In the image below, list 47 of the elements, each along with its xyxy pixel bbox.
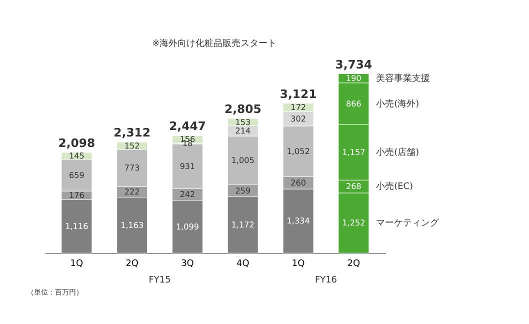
data-label: 259 (235, 186, 251, 196)
series-label: 小売(店舗) (376, 146, 420, 158)
series-label: 美容事業支援 (376, 73, 430, 84)
data-label: 931 (180, 162, 196, 172)
text: （単位：百万円） (26, 287, 83, 296)
data-label: 222 (124, 188, 140, 197)
series-label: 小売(EC) (376, 181, 413, 192)
data-label: 153 (235, 118, 251, 127)
data-label: 302 (290, 114, 306, 124)
x-tick-label: 1Q (70, 259, 84, 270)
data-label: 1,005 (231, 156, 254, 165)
data-label: 1,052 (286, 146, 310, 156)
x-tick-label: 2Q (347, 259, 360, 270)
data-label: 1,163 (120, 220, 144, 230)
data-label: 866 (346, 99, 362, 108)
data-label: 1,099 (176, 222, 200, 232)
total-label: 2,805 (224, 102, 262, 116)
data-label: 659 (69, 170, 84, 180)
series-label: 小売(海外) (376, 98, 420, 110)
text: ※海外向け化粧品販売スタート (152, 38, 277, 49)
x-tick-label: 4Q (236, 259, 250, 270)
total-label: 3,121 (280, 86, 317, 101)
text: FY16 (314, 276, 338, 286)
data-label: 260 (290, 178, 306, 188)
data-label: 152 (124, 141, 140, 150)
data-label: 242 (180, 190, 196, 200)
data-label: 1,334 (286, 216, 310, 226)
data-label: 1,116 (65, 222, 88, 231)
total-label: 2,312 (114, 126, 150, 140)
series-label: マーケティング (376, 218, 440, 229)
data-label: 1,252 (342, 218, 366, 228)
data-label: 1,172 (231, 220, 254, 230)
x-tick-label: 3Q (181, 259, 194, 270)
data-label: 145 (69, 152, 84, 161)
text: FY15 (148, 276, 171, 286)
data-label: 268 (346, 182, 362, 192)
total-label: 2,447 (169, 119, 206, 134)
total-label: 2,098 (58, 136, 96, 150)
data-label: 190 (346, 74, 362, 84)
x-tick-label: 2Q (126, 259, 138, 270)
x-tick-label: 1Q (292, 259, 305, 270)
data-label: 172 (290, 103, 306, 112)
data-label: 773 (124, 164, 140, 173)
data-label: 176 (69, 190, 84, 200)
data-label: 214 (235, 126, 251, 136)
total-label: 3,734 (335, 57, 372, 72)
data-label: 1,157 (342, 148, 366, 157)
